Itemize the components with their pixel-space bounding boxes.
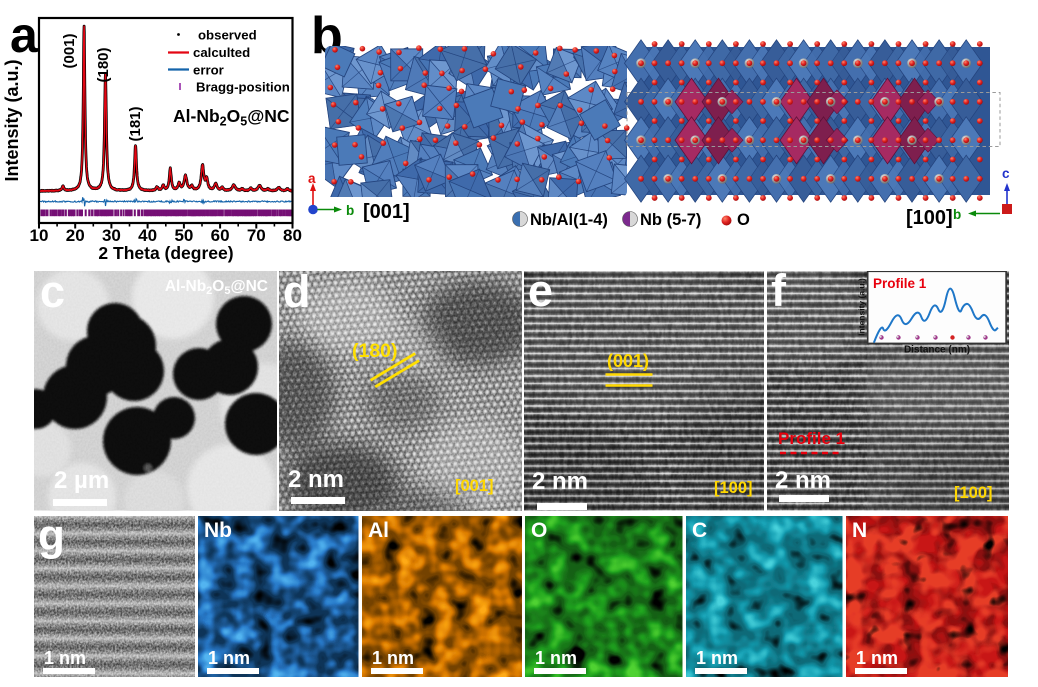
svg-text:O: O (531, 519, 547, 542)
svg-text:calculted: calculted (193, 45, 250, 60)
svg-text:Nb: Nb (204, 519, 232, 542)
svg-text:2 nm: 2 nm (775, 467, 831, 494)
svg-text:a: a (308, 171, 316, 186)
svg-text:f: f (771, 271, 787, 316)
svg-text:N: N (852, 519, 867, 542)
svg-text:[100]: [100] (906, 207, 953, 229)
svg-text:Intensity (a.u.): Intensity (a.u.) (2, 59, 22, 181)
svg-text:c: c (40, 271, 65, 317)
svg-text:g: g (38, 516, 65, 560)
svg-text:error: error (193, 63, 224, 78)
svg-text:30: 30 (102, 226, 121, 245)
svg-text:Nb/Al(1-4): Nb/Al(1-4) (530, 211, 608, 229)
svg-text:(181): (181) (127, 106, 144, 141)
svg-text:1 nm: 1 nm (696, 648, 738, 668)
svg-text:1 nm: 1 nm (856, 648, 898, 668)
svg-text:b: b (346, 203, 354, 218)
svg-text:[100]: [100] (714, 479, 753, 497)
svg-text:(180): (180) (95, 47, 112, 82)
svg-text:Nb (5-7): Nb (5-7) (640, 211, 701, 229)
svg-text:Profile 1: Profile 1 (778, 429, 845, 448)
svg-text:(001): (001) (607, 351, 649, 371)
svg-text:10: 10 (30, 226, 49, 245)
svg-text:Intensity (a.u.): Intensity (a.u.) (856, 278, 866, 336)
svg-text:b: b (953, 207, 961, 222)
svg-text:1 nm: 1 nm (372, 648, 414, 668)
svg-text:C: C (692, 519, 707, 542)
svg-text:Bragg-position: Bragg-position (196, 80, 290, 95)
svg-text:2 Theta (degree): 2 Theta (degree) (98, 243, 233, 263)
svg-text:2 nm: 2 nm (532, 468, 588, 495)
svg-text:1 nm: 1 nm (44, 648, 86, 668)
svg-text:60: 60 (211, 226, 230, 245)
svg-text:c: c (1002, 166, 1010, 181)
svg-text:Al-Nb2O5@NC: Al-Nb2O5@NC (173, 106, 290, 129)
svg-text:Profile 1: Profile 1 (873, 276, 927, 291)
svg-text:1 nm: 1 nm (208, 648, 250, 668)
svg-text:Al-Nb2O5@NC: Al-Nb2O5@NC (165, 278, 268, 297)
svg-text:(001): (001) (61, 33, 78, 68)
svg-text:1 nm: 1 nm (535, 648, 577, 668)
svg-text:70: 70 (247, 226, 266, 245)
svg-text:40: 40 (138, 226, 157, 245)
svg-text:e: e (528, 271, 553, 316)
svg-text:[001]: [001] (363, 201, 410, 223)
svg-text:observed: observed (198, 28, 257, 43)
svg-text:d: d (283, 271, 311, 317)
svg-text:2 nm: 2 nm (288, 466, 344, 493)
svg-text:80: 80 (283, 226, 302, 245)
svg-text:2 µm: 2 µm (54, 467, 109, 494)
svg-text:[001]: [001] (455, 477, 494, 495)
svg-text:(180): (180) (352, 340, 398, 362)
svg-text:[100]: [100] (954, 484, 993, 502)
svg-text:Distance (nm): Distance (nm) (903, 345, 969, 356)
svg-text:50: 50 (174, 226, 193, 245)
svg-text:20: 20 (66, 226, 85, 245)
svg-text:a: a (10, 7, 39, 63)
svg-text:Al: Al (368, 519, 389, 542)
svg-text:O: O (737, 211, 750, 229)
